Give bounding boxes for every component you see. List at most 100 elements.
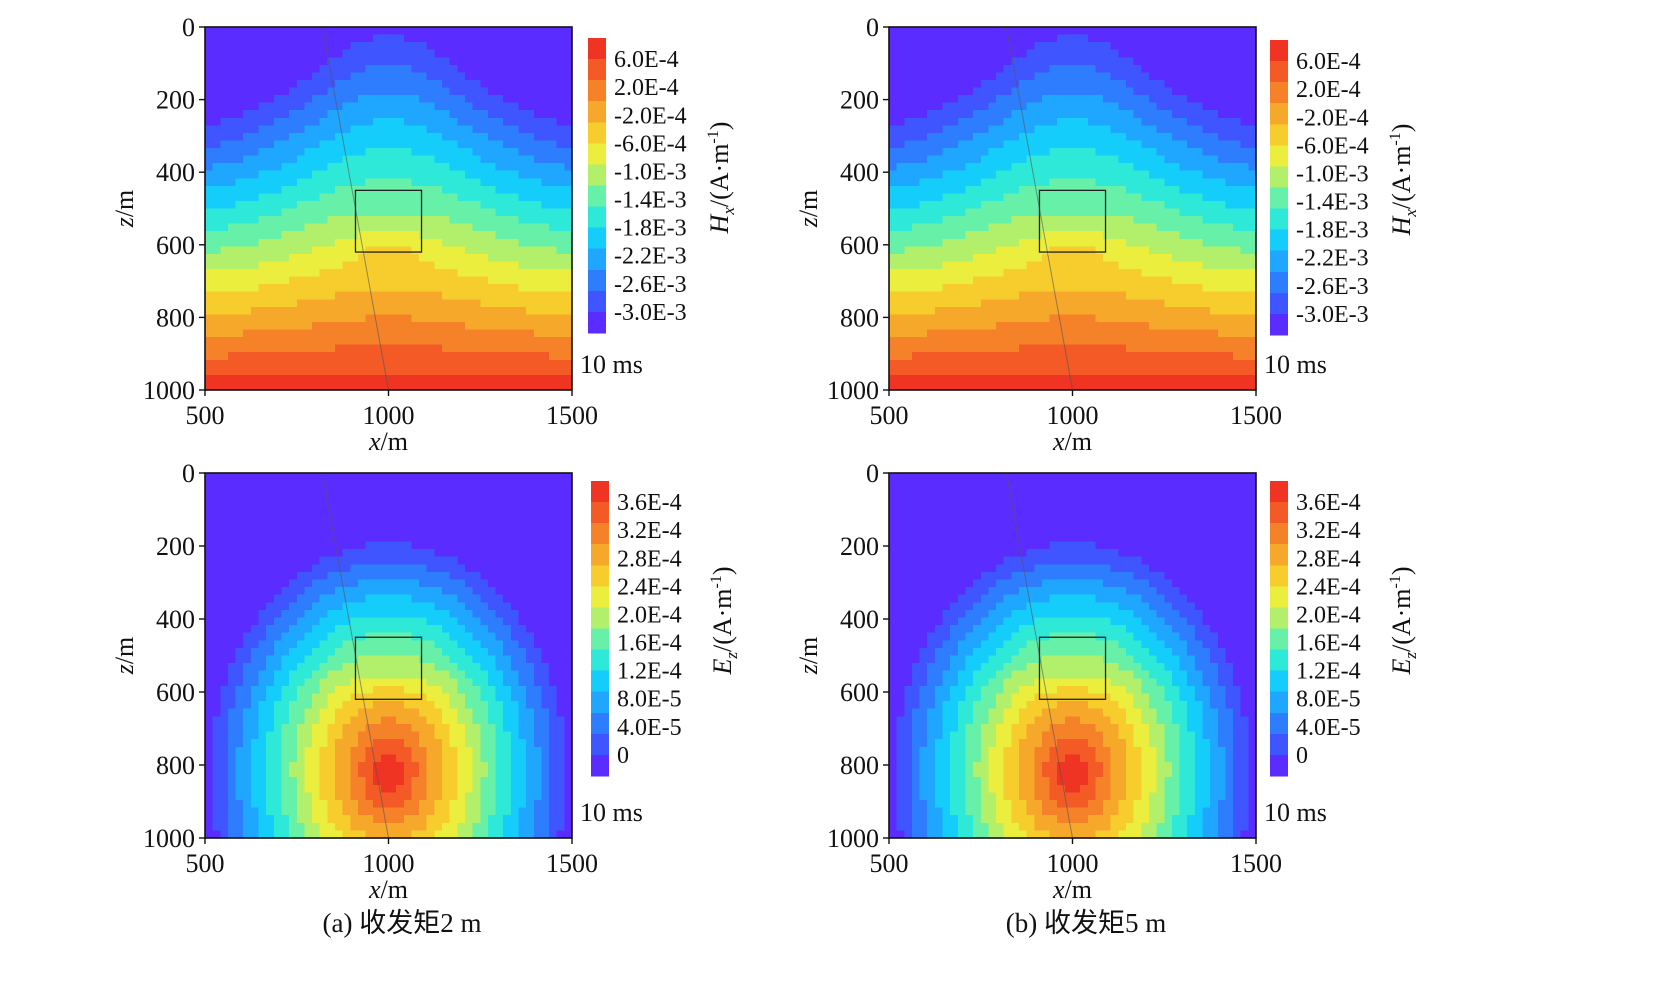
heatmap-cell	[1026, 253, 1035, 263]
heatmap-cell	[541, 495, 550, 505]
heatmap-cell	[403, 64, 413, 73]
heatmap-cell	[258, 238, 267, 247]
heatmap-cell	[1041, 337, 1051, 346]
heatmap-cell	[549, 49, 558, 58]
heatmap-cell	[904, 125, 913, 134]
heatmap-cell	[1087, 329, 1097, 338]
heatmap-cell	[1225, 72, 1234, 81]
heatmap-cell	[235, 125, 244, 134]
heatmap-cell	[1041, 132, 1051, 142]
heatmap-cell	[911, 148, 921, 157]
heatmap-cell	[1003, 27, 1012, 36]
heatmap-cell	[258, 185, 267, 194]
heatmap-cell	[1011, 178, 1020, 187]
heatmap-cell	[1041, 72, 1051, 81]
heatmap-cell	[281, 488, 290, 497]
heatmap-cell	[365, 367, 374, 376]
heatmap-cell	[1034, 102, 1043, 111]
heatmap-cell	[464, 473, 474, 482]
heatmap-cell	[266, 488, 275, 497]
heatmap-cell	[426, 216, 435, 225]
heatmap-cell	[988, 352, 997, 361]
heatmap-cell	[934, 337, 944, 346]
heatmap-cell	[1210, 110, 1219, 119]
heatmap-cell	[419, 480, 428, 489]
heatmap-cell	[1064, 208, 1074, 217]
heatmap-cell	[357, 223, 367, 232]
heatmap-cell	[980, 132, 989, 142]
heatmap-cell	[1110, 95, 1119, 104]
heatmap-cell	[1087, 344, 1097, 353]
heatmap-cell	[1057, 148, 1066, 157]
heatmap-cell	[564, 495, 573, 505]
heatmap-cell	[342, 208, 351, 217]
heatmap-cell	[1240, 200, 1249, 210]
heatmap-cell	[556, 337, 565, 346]
heatmap-cell	[334, 488, 344, 497]
heatmap-cell	[312, 314, 321, 323]
heatmap-cell	[1202, 276, 1211, 285]
heatmap-cell	[342, 511, 351, 520]
heatmap-cell	[980, 382, 989, 391]
heatmap-cell	[1064, 321, 1074, 331]
heatmap-cell	[1072, 170, 1081, 179]
heatmap-cell	[457, 155, 466, 164]
heatmap-cell	[1164, 79, 1173, 89]
heatmap-cell	[1225, 140, 1234, 149]
heatmap-cell	[327, 132, 336, 142]
heatmap-cell	[1248, 276, 1257, 285]
heatmap-cell	[549, 110, 558, 119]
heatmap-cell	[541, 110, 550, 119]
heatmap-cell	[1049, 231, 1058, 240]
heatmap-cell	[205, 117, 214, 126]
heatmap-cell	[396, 344, 405, 353]
heatmap-cell	[457, 185, 466, 194]
heatmap-cell	[227, 193, 237, 202]
heatmap-cell	[365, 132, 374, 142]
heatmap-cell	[1225, 148, 1234, 157]
heatmap-cell	[342, 223, 351, 232]
heatmap-cell	[541, 72, 550, 81]
heatmap-cell	[1049, 42, 1058, 51]
heatmap-cell	[1095, 49, 1104, 58]
heatmap-cell	[289, 367, 298, 376]
heatmap-cell	[1248, 87, 1257, 96]
heatmap-cell	[919, 269, 928, 278]
heatmap-cell	[1171, 72, 1181, 81]
heatmap-cell	[495, 321, 504, 331]
heatmap-cell	[1041, 208, 1051, 217]
heatmap-cell	[518, 79, 527, 89]
heatmap-cell	[250, 480, 260, 489]
colorbar-swatch	[588, 59, 606, 81]
heatmap-cell	[357, 79, 367, 89]
heatmap-cell	[266, 352, 275, 361]
heatmap-cell	[556, 216, 565, 225]
heatmap-cell	[518, 231, 527, 240]
heatmap-cell	[1164, 269, 1173, 278]
heatmap-cell	[1041, 79, 1051, 89]
heatmap-cell	[205, 291, 214, 300]
heatmap-cell	[472, 193, 481, 202]
heatmap-cell	[1018, 382, 1028, 391]
heatmap-cell	[296, 185, 305, 194]
heatmap-cell	[1080, 306, 1089, 315]
heatmap-cell	[1248, 314, 1257, 323]
heatmap-cell	[1187, 374, 1196, 384]
x-axis-unit: /m	[381, 427, 408, 456]
heatmap-cell	[289, 178, 298, 187]
heatmap-cell	[533, 200, 543, 210]
heatmap-cell	[934, 42, 944, 51]
heatmap-cell	[243, 253, 252, 263]
heatmap-cell	[273, 140, 283, 149]
heatmap-cell	[1210, 102, 1219, 111]
heatmap-cell	[220, 163, 229, 172]
heatmap-cell	[426, 253, 435, 263]
heatmap-cell	[396, 170, 405, 179]
heatmap-cell	[319, 178, 328, 187]
heatmap-cell	[988, 34, 997, 43]
heatmap-cell	[934, 367, 944, 376]
heatmap-cell	[518, 344, 527, 353]
heatmap-cell	[357, 337, 367, 346]
heatmap-cell	[1095, 299, 1104, 308]
heatmap-cell	[1171, 102, 1181, 111]
